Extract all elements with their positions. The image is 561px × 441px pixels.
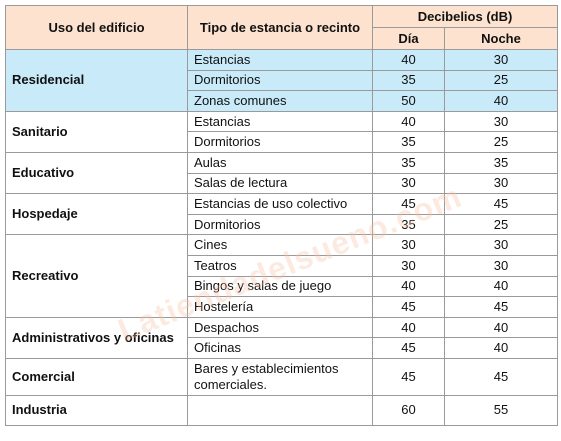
dia-cell: 40 <box>372 49 445 71</box>
uso-cell: Comercial <box>5 357 188 396</box>
tipo-cell: Cines <box>187 234 373 256</box>
tipo-cell: Hostelería <box>187 296 373 318</box>
tipo-cell: Oficinas <box>187 337 373 359</box>
dia-cell: 30 <box>372 172 445 195</box>
table-row: Oficinas 45 40 <box>6 337 558 359</box>
noche-cell: 45 <box>444 357 558 396</box>
tipo-cell: Despachos <box>187 316 373 339</box>
uso-cell: Recreativo <box>5 234 188 318</box>
table-body: Residencial Estancias 40 30 Dormitorios 35 25 Z… <box>5 49 558 426</box>
header-decibelios: Decibelios (dB) <box>372 5 558 28</box>
noche-cell: 40 <box>444 90 558 112</box>
dia-cell: 40 <box>372 110 445 133</box>
dia-cell: 35 <box>372 69 445 92</box>
tipo-cell: Estancias <box>187 110 373 133</box>
table-row: Dormitorios 35 25 <box>6 213 558 236</box>
tipo-cell: Estancias de uso colectivo <box>187 193 373 215</box>
uso-cell: Residencial <box>5 49 188 112</box>
tipo-cell: Dormitorios <box>187 213 373 236</box>
tipo-cell: Estancias <box>187 49 373 71</box>
table-row: Teatros 30 30 <box>6 254 558 277</box>
noche-cell: 30 <box>444 254 558 277</box>
table-row: Recreativo Cines 30 30 <box>5 234 558 318</box>
noche-cell: 45 <box>444 296 558 318</box>
table-row: Dormitorios 35 25 <box>6 69 558 92</box>
noche-cell: 40 <box>444 337 558 359</box>
dia-cell: 45 <box>372 337 445 359</box>
dia-cell: 45 <box>372 357 445 396</box>
tipo-cell: Salas de lectura <box>187 172 373 195</box>
table-row: Hospedaje Estancias de uso colectivo 45 45 <box>5 193 558 236</box>
header-tipo: Tipo de estancia o recinto <box>187 5 373 50</box>
dia-cell: 40 <box>372 316 445 339</box>
uso-cell: Administrativos y oficinas <box>5 316 188 359</box>
table-row: Comercial Bares y establecimientos comerc… <box>5 357 558 396</box>
noche-cell: 45 <box>444 193 558 215</box>
dia-cell: 35 <box>372 151 445 174</box>
table-row: Salas de lectura 30 30 <box>6 172 558 195</box>
dia-cell: 50 <box>372 90 445 112</box>
noche-cell: 35 <box>444 151 558 174</box>
table-row: Industria 60 55 <box>5 394 558 426</box>
dia-cell: 45 <box>372 193 445 215</box>
tipo-cell <box>187 394 373 426</box>
dia-cell: 35 <box>372 213 445 236</box>
table-row: Sanitario Estancias 40 30 <box>5 110 558 153</box>
noche-cell: 30 <box>444 172 558 195</box>
dia-cell: 60 <box>372 394 445 426</box>
table-row: Residencial Estancias 40 30 <box>5 49 558 112</box>
uso-cell: Hospedaje <box>5 193 188 236</box>
noche-cell: 55 <box>444 394 558 426</box>
header-uso: Uso del edificio <box>5 5 188 50</box>
uso-cell: Educativo <box>5 151 188 195</box>
uso-cell: Industria <box>5 394 188 426</box>
dia-cell: 40 <box>372 275 445 298</box>
tipo-cell: Teatros <box>187 254 373 277</box>
dia-cell: 35 <box>372 131 445 153</box>
tipo-cell: Zonas comunes <box>187 90 373 112</box>
tipo-cell: Dormitorios <box>187 69 373 92</box>
noche-cell: 30 <box>444 110 558 133</box>
noche-cell: 25 <box>444 213 558 236</box>
tipo-cell: Bingos y salas de juego <box>187 275 373 298</box>
noche-cell: 40 <box>444 275 558 298</box>
table-row: Educativo Aulas 35 35 <box>5 151 558 195</box>
header-dia: Día <box>372 27 445 50</box>
uso-cell: Sanitario <box>5 110 188 153</box>
noche-cell: 25 <box>444 69 558 92</box>
tipo-cell: Bares y establecimientos comerciales. <box>187 357 373 396</box>
table-row: Zonas comunes 50 40 <box>6 90 558 112</box>
noche-cell: 25 <box>444 131 558 153</box>
dia-cell: 30 <box>372 234 445 256</box>
header-noche: Noche <box>444 27 558 50</box>
noche-cell: 30 <box>444 49 558 71</box>
tipo-cell: Aulas <box>187 151 373 174</box>
noise-table: Uso del edificio Tipo de estancia o reci… <box>5 5 558 426</box>
noche-cell: 40 <box>444 316 558 339</box>
table-row: Administrativos y oficinas Despachos 40 40 <box>5 316 558 359</box>
dia-cell: 30 <box>372 254 445 277</box>
tipo-cell: Dormitorios <box>187 131 373 153</box>
dia-cell: 45 <box>372 296 445 318</box>
noche-cell: 30 <box>444 234 558 256</box>
